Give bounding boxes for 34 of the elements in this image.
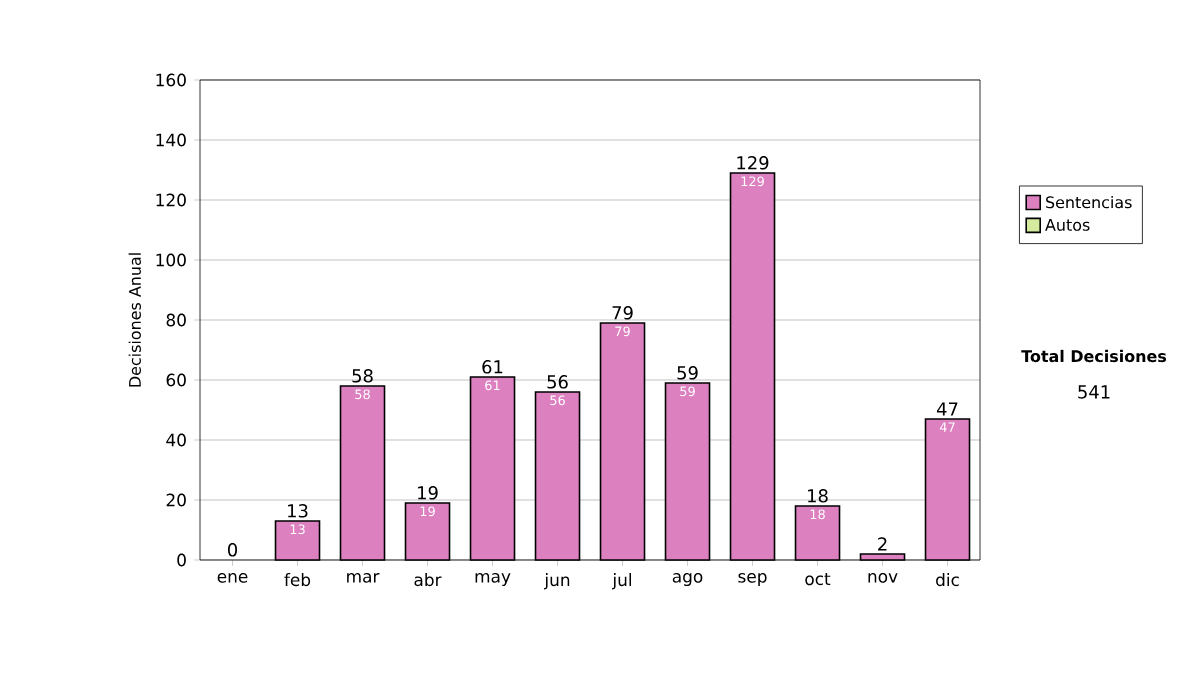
y-tick-label: 0 xyxy=(177,553,186,567)
total-label: 59 xyxy=(677,366,698,380)
y-tick-label: 20 xyxy=(166,493,186,507)
x-tick-label: dic xyxy=(936,573,959,587)
y-tick-label: 120 xyxy=(156,193,186,207)
x-tick-label: jun xyxy=(544,573,570,590)
total-label: 2 xyxy=(878,537,887,551)
x-tick-label: nov xyxy=(868,573,898,583)
x-tick-label: abr xyxy=(414,573,442,587)
total-label: 0 xyxy=(228,543,238,557)
total-label: 58 xyxy=(352,369,373,383)
y-tick-label: 60 xyxy=(166,373,186,387)
x-tick-label: oct xyxy=(805,573,831,586)
y-tick-label: 160 xyxy=(156,73,186,87)
x-tick-label: ago xyxy=(672,573,703,587)
total-label: 129 xyxy=(737,156,769,170)
total-label: 13 xyxy=(288,504,308,518)
y-tick-label: 40 xyxy=(166,433,186,447)
total-label: 79 xyxy=(612,306,633,320)
x-tick-label: jul xyxy=(612,573,632,590)
total-label: 61 xyxy=(482,360,503,374)
total-label: 47 xyxy=(936,402,958,416)
x-tick-label: may xyxy=(475,573,511,587)
total-label: 56 xyxy=(547,375,568,389)
x-tick-label: mar xyxy=(347,573,380,583)
y-tick-label: 140 xyxy=(156,133,186,147)
x-tick-label: ene xyxy=(217,573,248,583)
y-tick-label: 80 xyxy=(166,313,186,327)
total-label: 19 xyxy=(418,486,438,500)
x-tick-label: feb xyxy=(284,573,311,587)
text: 541 xyxy=(1078,385,1110,399)
y-tick-label: 100 xyxy=(156,253,186,267)
x-tick-label: sep xyxy=(738,573,767,587)
total-label: 18 xyxy=(808,489,828,503)
